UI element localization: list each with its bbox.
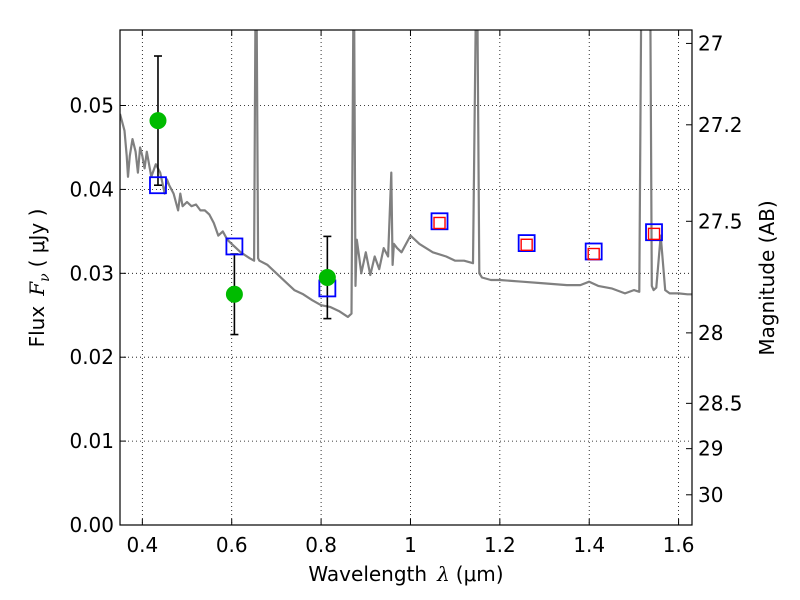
mag-tick-label: 27.2 — [698, 113, 743, 137]
y-tick-label: 0.02 — [69, 345, 114, 369]
predicted-square — [647, 227, 661, 241]
x-tick-label: 1.6 — [663, 533, 695, 557]
predicted-square — [587, 247, 600, 261]
predicted-square — [433, 216, 446, 230]
mag-tick-label: 28 — [698, 321, 723, 345]
y-axis-label: FluxFν( μJy ) — [25, 209, 53, 348]
predicted-square — [520, 238, 533, 251]
x-axis-label: Wavelength λ (μm) — [308, 562, 503, 586]
y-tick-label: 0.05 — [69, 94, 114, 118]
x-tick-label: 0.8 — [305, 533, 337, 557]
mag-tick-label: 29 — [698, 437, 723, 461]
mag-tick-label: 27.5 — [698, 209, 743, 233]
y2-axis-label: Magnitude (AB) — [755, 200, 779, 355]
y-tick-label: 0.01 — [69, 429, 114, 453]
model-photometry-square — [225, 237, 244, 256]
y-tick-label: 0.00 — [69, 513, 114, 537]
y-tick-label: 0.03 — [69, 261, 114, 285]
x-tick-label: 0.6 — [216, 533, 248, 557]
model-photometry-square — [149, 176, 167, 195]
observed-point — [225, 285, 243, 303]
mag-tick-label: 30 — [698, 483, 723, 507]
mag-tick-label: 27 — [698, 31, 723, 55]
model-photometry-square — [517, 234, 536, 253]
model-sed-line — [120, 30, 692, 318]
plot-area — [120, 30, 692, 336]
observed-point — [149, 112, 167, 130]
plot-frame — [119, 29, 693, 526]
model-photometry-square — [645, 223, 663, 242]
axis-ticks: 0.4 0.6 0.8 1 1.2 1.4 1.6 0.00 0.01 0.02 0.03 0.04 0… — [69, 30, 743, 557]
mag-tick-label: 28.5 — [698, 391, 743, 415]
x-tick-label: 1 — [404, 533, 417, 557]
x-tick-label: 1.4 — [573, 533, 605, 557]
y-tick-label: 0.04 — [69, 177, 114, 201]
model-photometry-square — [430, 212, 449, 231]
x-tick-label: 1.2 — [484, 533, 516, 557]
observed-point — [318, 269, 336, 286]
x-tick-label: 0.4 — [126, 533, 158, 557]
